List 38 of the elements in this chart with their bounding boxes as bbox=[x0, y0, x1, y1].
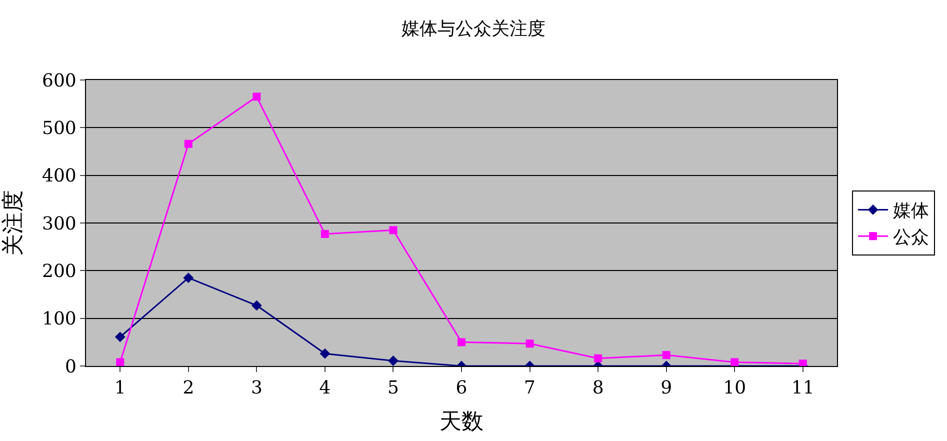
x-tick-label: 7 bbox=[524, 378, 536, 399]
y-axis-title: 关注度 bbox=[0, 190, 26, 256]
point bbox=[183, 272, 194, 284]
point bbox=[114, 332, 126, 342]
x-tick-label: 10 bbox=[723, 378, 746, 399]
point bbox=[252, 92, 261, 101]
x-axis-title: 天数 bbox=[440, 410, 484, 434]
point bbox=[526, 340, 534, 348]
x-tick-label: 2 bbox=[182, 378, 194, 399]
y-tick-label: 600 bbox=[42, 70, 76, 92]
y-tick-label: 200 bbox=[42, 260, 76, 282]
x-tick-label: 3 bbox=[250, 378, 262, 399]
x-tick-label: 4 bbox=[319, 378, 331, 399]
legend-label: 公众 bbox=[893, 227, 930, 248]
point bbox=[458, 338, 466, 346]
x-tick-label: 9 bbox=[660, 378, 672, 399]
point bbox=[251, 300, 262, 311]
point bbox=[594, 354, 602, 362]
point bbox=[184, 140, 192, 148]
y-tick-label: 300 bbox=[42, 213, 76, 234]
y-tick-label: 0 bbox=[64, 356, 76, 378]
point bbox=[116, 358, 124, 366]
y-tick-label: 500 bbox=[42, 118, 76, 139]
point bbox=[320, 348, 330, 359]
point bbox=[320, 230, 329, 238]
legend-label: 媒体 bbox=[893, 200, 930, 222]
x-tick-label: 1 bbox=[114, 378, 126, 399]
x-tick-label: 5 bbox=[388, 378, 399, 399]
x-tick-label: 8 bbox=[592, 378, 604, 399]
chart-title: 媒体与公众关注度 bbox=[402, 18, 546, 40]
point bbox=[730, 358, 739, 366]
point bbox=[388, 356, 398, 366]
y-tick-label: 400 bbox=[42, 166, 76, 187]
x-tick-label: 6 bbox=[456, 378, 468, 399]
point bbox=[389, 226, 398, 234]
point bbox=[662, 351, 670, 360]
y-tick-label: 100 bbox=[42, 308, 76, 330]
x-tick-label: 11 bbox=[791, 378, 814, 399]
